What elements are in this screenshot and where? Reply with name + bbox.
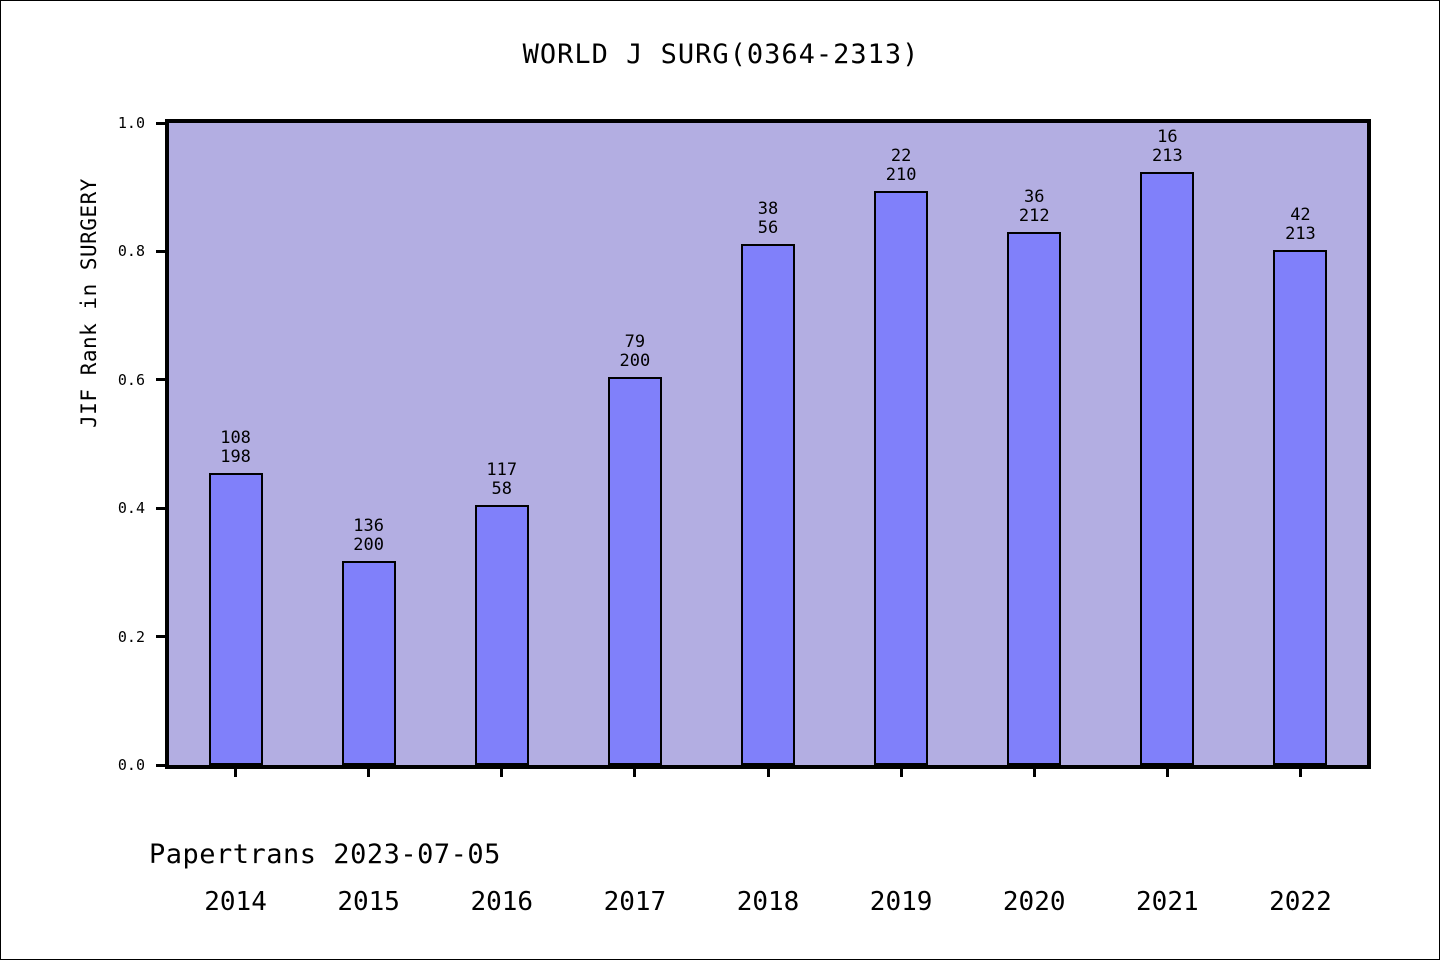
y-axis-tick-label: 0.0 [117,756,145,774]
bar-2016[interactable] [474,505,529,765]
bar-value-label-2014: 108 198 [166,427,306,467]
bar-total-value: 213 [1151,146,1183,167]
x-axis-tick-label-2018: 2018 [736,887,800,917]
bar-rank-value: 36 [1023,187,1045,208]
bar-2017[interactable] [607,376,662,765]
bar-value-label-2017: 79 200 [565,331,705,371]
bar-rank-value: 16 [1157,127,1178,148]
bar-value-label-2020: 36 212 [964,188,1104,226]
y-axis-tick-label: 0.4 [117,499,145,518]
x-axis-tick-label-2014: 2014 [204,887,267,917]
bar-value-label-2019: 22 210 [831,147,971,185]
bar-total-value: 200 [619,350,651,371]
chart-title: WORLD J SURG(0364-2313) [522,39,920,70]
x-axis-tick-label-2021: 2021 [1136,887,1199,917]
bar-2018[interactable] [741,243,795,765]
bar-value-label-2018: 38 56 [698,198,838,238]
y-axis-tick-mark [156,506,169,510]
x-axis-tick-mark [500,765,504,777]
bar-total-value: 198 [220,446,251,467]
bar-rank-value: 79 [624,331,646,352]
bar-2015[interactable] [341,560,396,765]
bar-rank-value: 38 [757,198,779,219]
x-axis-tick-label-2019: 2019 [869,887,933,917]
x-axis-tick-mark [1298,765,1302,777]
bar-2022[interactable] [1273,250,1328,765]
bar-rank-value: 42 [1290,205,1311,226]
bar-value-label-2022: 42 213 [1230,206,1370,244]
y-axis-tick-mark [156,635,169,639]
bar-total-value: 210 [885,165,917,186]
bar-2021[interactable] [1140,172,1195,765]
bar-value-label-2015: 136 200 [299,515,439,555]
bar-value-label-2021: 16 213 [1097,128,1237,166]
y-axis-label: JIF Rank in SURGERY [77,178,101,428]
bar-total-value: 200 [353,534,385,555]
bar-total-value: 56 [757,217,779,238]
bar-rank-value: 108 [220,427,251,448]
x-axis-tick-mark [367,765,371,777]
x-axis-tick-label-2022: 2022 [1269,887,1332,917]
y-axis-tick-label: 0.8 [117,242,145,261]
x-axis-tick-mark [234,765,238,777]
bar-2020[interactable] [1007,232,1062,765]
x-axis-tick-label-2016: 2016 [470,887,534,917]
bar-rank-value: 136 [353,515,385,536]
bar-2014[interactable] [208,472,263,765]
bar-rank-value: 117 [486,459,518,480]
bar-rank-value: 22 [890,146,912,167]
y-axis-tick-label: 0.6 [117,370,145,389]
x-axis-tick-mark [766,765,770,777]
x-axis-tick-mark [633,765,637,777]
x-axis-tick-label-2017: 2017 [603,887,667,917]
x-axis-tick-mark [899,765,903,777]
y-axis-tick-mark [156,249,169,253]
y-axis-tick-label: 1.0 [117,114,145,132]
y-axis-tick-label: 0.2 [117,627,145,646]
x-axis-tick-mark [1032,765,1036,777]
x-axis-tick-label-2020: 2020 [1002,887,1066,917]
x-axis-tick-label-2015: 2015 [337,887,400,917]
bar-total-value: 58 [491,478,512,499]
plot-area: 0.0 0.2 0.4 0.6 0.8 1.0 108 198 2014 136 200 2015 11… [118,114,1371,917]
x-axis-tick-mark [1165,765,1169,777]
bar-2019[interactable] [874,191,929,765]
y-axis-tick-mark [156,378,169,382]
bar-total-value: 213 [1285,224,1316,245]
plot-inner: 0.0 0.2 0.4 0.6 0.8 1.0 108 198 2014 136 200 2015 11… [118,114,1370,917]
y-axis-tick-mark [156,763,169,767]
y-axis-tick-mark [156,121,169,125]
footer-note: Papertrans 2023-07-05 [149,839,501,870]
bar-total-value: 212 [1018,206,1050,227]
bar-value-label-2016: 117 58 [432,459,572,499]
